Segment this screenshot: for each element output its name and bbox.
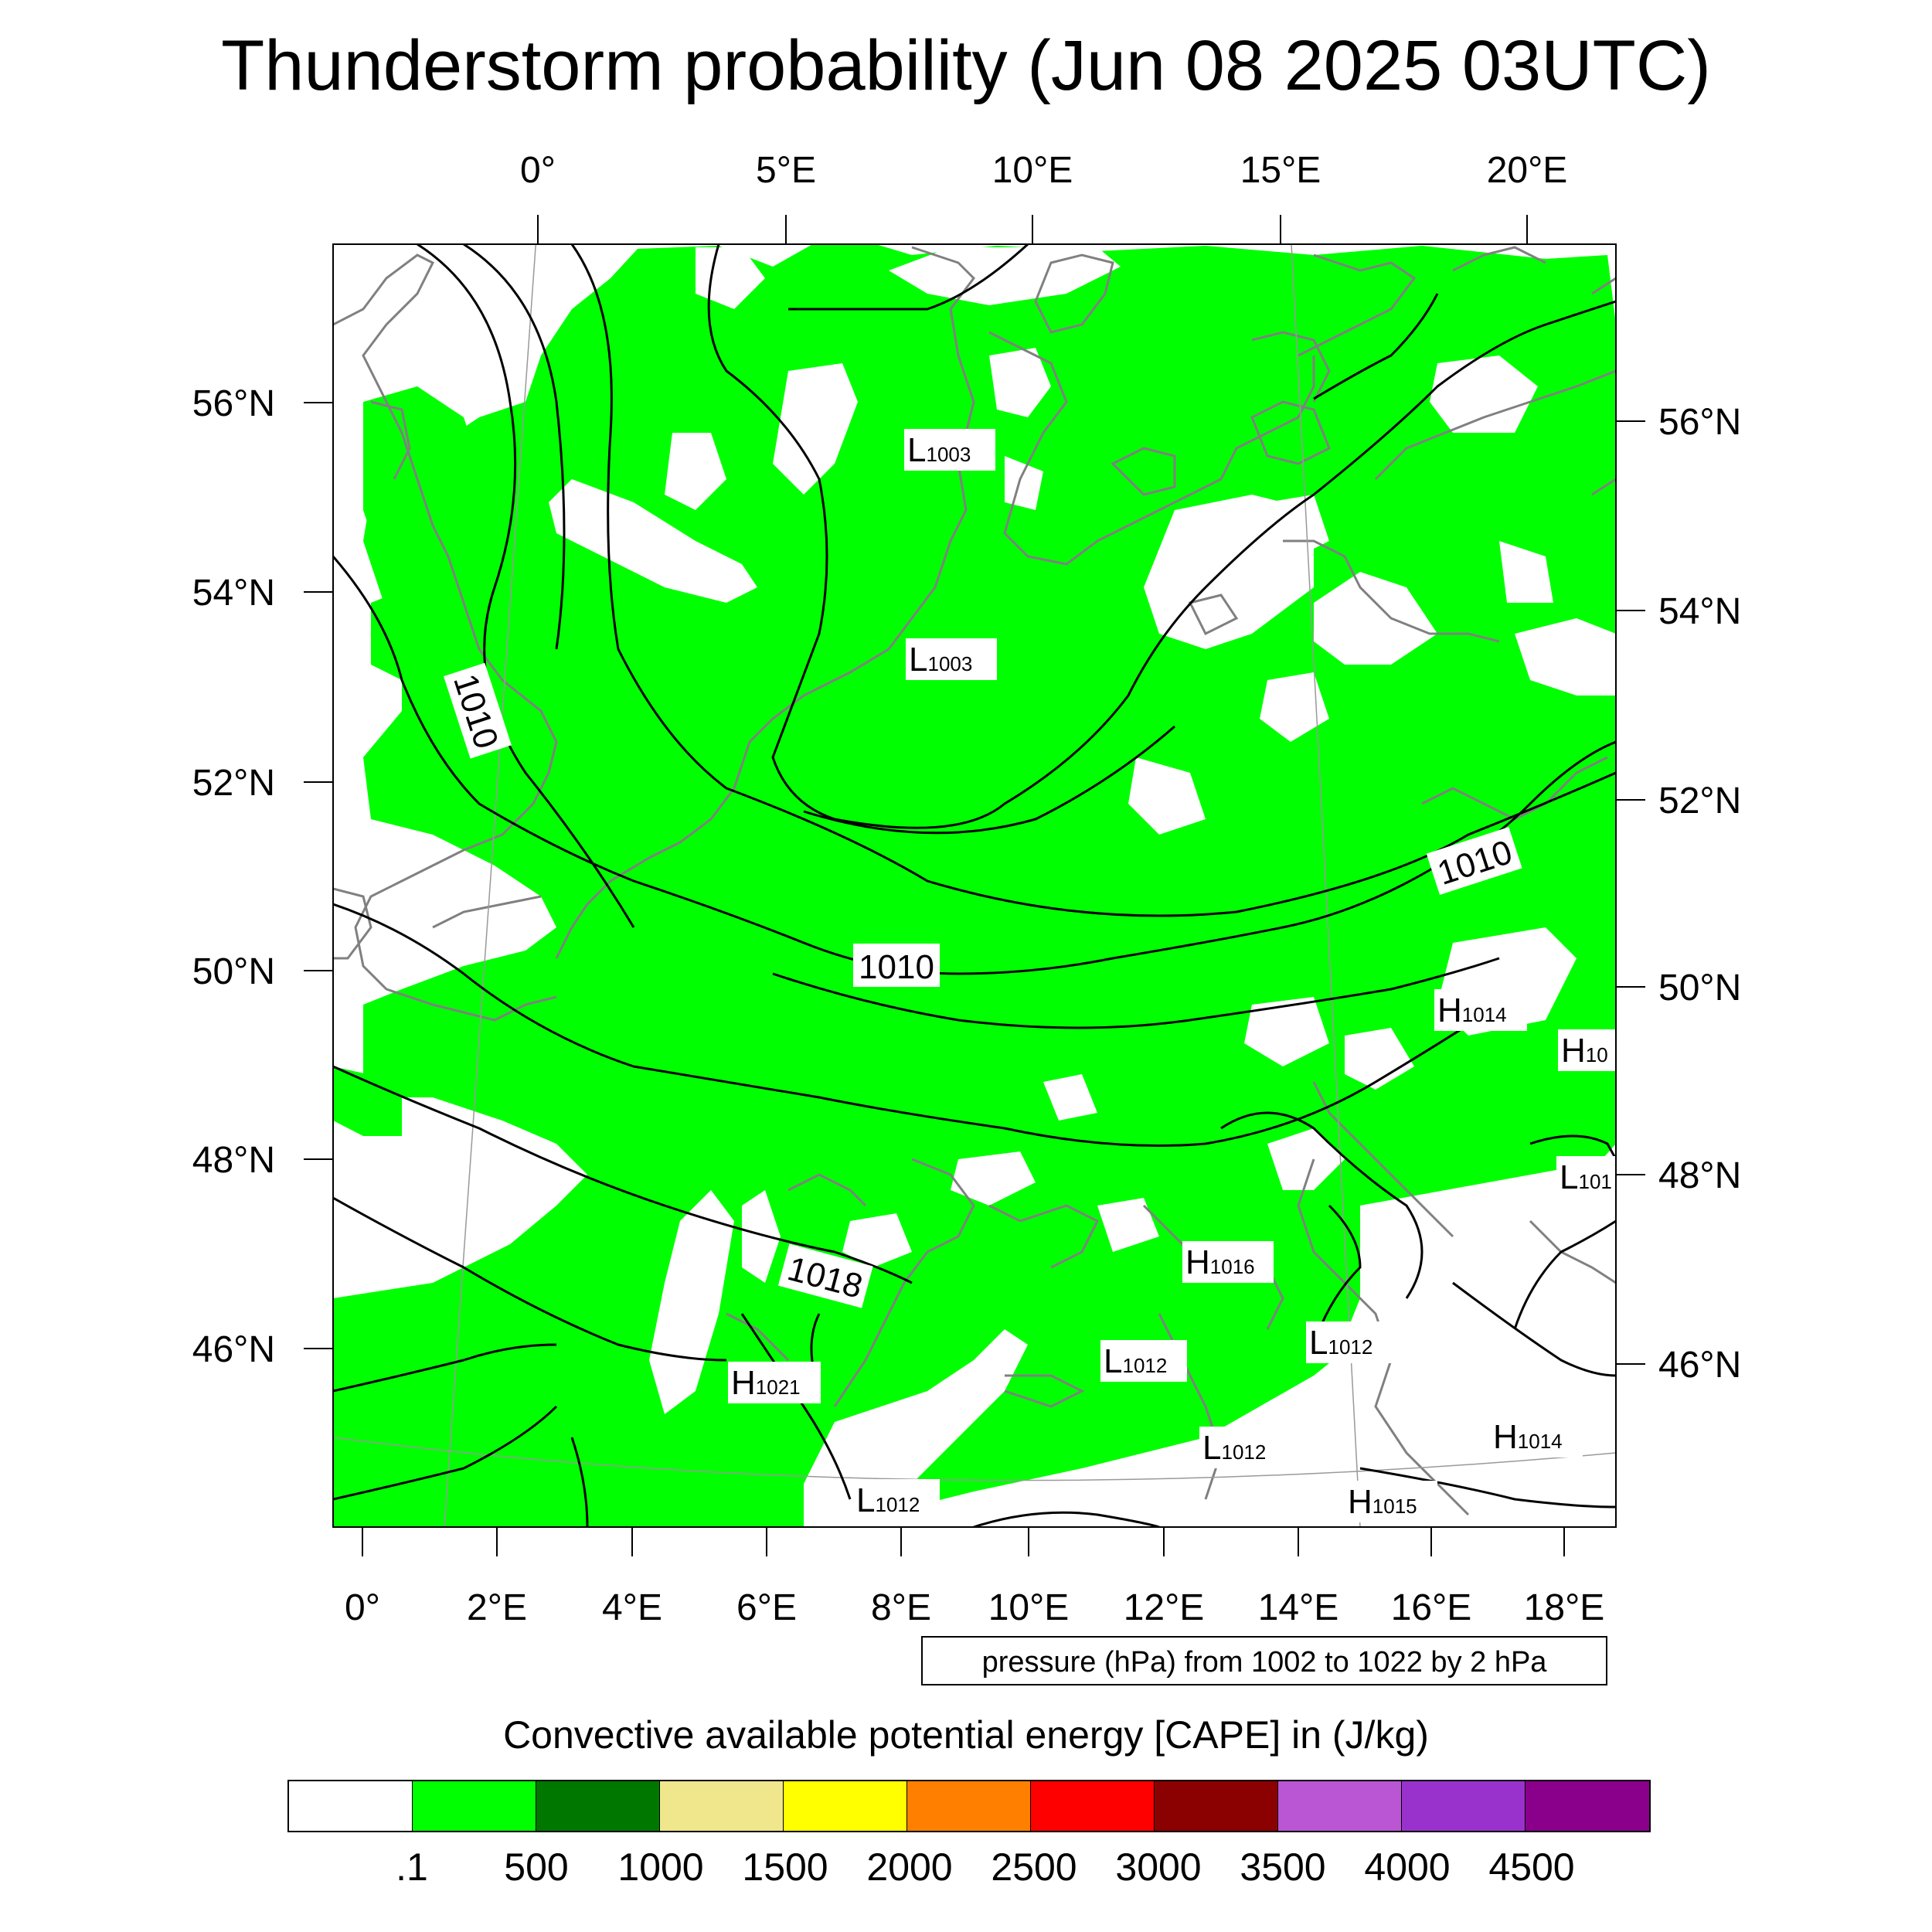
svg-text:L1003: L1003 — [907, 431, 971, 469]
svg-text:H1014: H1014 — [1437, 992, 1507, 1029]
coastlines — [333, 246, 1616, 1516]
colorbar-swatch — [1155, 1781, 1278, 1831]
svg-text:L101: L101 — [1560, 1158, 1612, 1196]
colorbar-swatch — [1031, 1781, 1155, 1831]
pressure-center: H1014 — [1490, 1416, 1583, 1458]
contour-labels: 1010 1010 1010 1018 — [444, 662, 1522, 1308]
lat-label: 46°N — [1658, 1345, 1741, 1386]
lat-label: 56°N — [192, 383, 275, 424]
svg-text:L1003: L1003 — [909, 641, 972, 679]
tick-marks — [304, 215, 1645, 1556]
colorbar-swatch — [1526, 1781, 1649, 1831]
colorbar-tick-label: 3500 — [1240, 1845, 1326, 1889]
pressure-center: L1012 — [1100, 1340, 1187, 1382]
colorbar-tick-label: 500 — [504, 1845, 569, 1889]
bottom-lon-labels: 0° 2°E 4°E 6°E 8°E 10°E 12°E 14°E 16°E 1… — [345, 1587, 1604, 1628]
lon-label: 10°E — [992, 150, 1073, 191]
pressure-center: L101 — [1556, 1156, 1616, 1198]
lon-label: 10°E — [988, 1587, 1070, 1628]
colorbar-tick-label: 4000 — [1364, 1845, 1451, 1889]
lon-label: 12°E — [1124, 1587, 1205, 1628]
lon-label: 2°E — [467, 1587, 527, 1628]
colorbar-swatch — [289, 1781, 413, 1831]
pressure-center: L1012 — [1199, 1427, 1286, 1468]
lat-label: 54°N — [1658, 591, 1741, 632]
lat-label: 50°N — [192, 951, 275, 992]
colorbar-title: Convective available potential energy [C… — [503, 1713, 1429, 1757]
pressure-center: H1016 — [1182, 1241, 1274, 1283]
pressure-center: L1003 — [906, 638, 997, 680]
lat-label: 52°N — [192, 763, 275, 804]
lon-label: 8°E — [871, 1587, 931, 1628]
colorbar — [287, 1780, 1651, 1832]
colorbar-tick-label: 4500 — [1488, 1845, 1575, 1889]
lon-label: 16°E — [1391, 1587, 1472, 1628]
lon-label: 15°E — [1240, 150, 1321, 191]
pressure-center: H1015 — [1345, 1481, 1437, 1522]
pressure-center: H1014 — [1434, 989, 1527, 1031]
lat-label: 48°N — [192, 1140, 275, 1181]
colorbar-swatch — [413, 1781, 536, 1831]
left-lat-labels: 56°N 54°N 52°N 50°N 48°N 46°N — [192, 383, 275, 1370]
pressure-center: H10 — [1558, 1029, 1616, 1071]
lat-label: 52°N — [1658, 781, 1741, 821]
pressure-center: L1012 — [1306, 1321, 1393, 1363]
colorbar-swatch — [660, 1781, 784, 1831]
lon-label: 0° — [345, 1587, 380, 1628]
lon-label: 4°E — [602, 1587, 662, 1628]
colorbar-tick-label: 1000 — [617, 1845, 704, 1889]
colorbar-tick-label: 1500 — [742, 1845, 828, 1889]
lon-label: 0° — [520, 150, 556, 191]
svg-text:H1016: H1016 — [1185, 1243, 1255, 1281]
lon-label: 6°E — [736, 1587, 797, 1628]
graticule — [333, 244, 1616, 1527]
svg-text:H1014: H1014 — [1493, 1418, 1563, 1456]
svg-text:H10: H10 — [1561, 1032, 1608, 1070]
svg-text:H1015: H1015 — [1348, 1483, 1417, 1521]
svg-text:L1012: L1012 — [1104, 1342, 1167, 1380]
lat-label: 46°N — [192, 1329, 275, 1370]
lat-label: 50°N — [1658, 968, 1741, 1009]
colorbar-tick-label: .1 — [396, 1845, 428, 1889]
lon-label: 14°E — [1258, 1587, 1339, 1628]
contour-label: 1010 — [859, 948, 934, 986]
colorbar-tick-label: 2000 — [866, 1845, 953, 1889]
lon-label: 20°E — [1487, 150, 1568, 191]
svg-text:L1012: L1012 — [1309, 1324, 1372, 1362]
map-panel: 1010 1010 1010 1018 L1003 L10 — [333, 244, 1616, 1527]
colorbar-swatch — [1402, 1781, 1526, 1831]
map-frame — [332, 243, 1617, 1528]
colorbar-swatch — [907, 1781, 1031, 1831]
lat-label: 54°N — [192, 573, 275, 614]
pressure-centers: L1003 L1003 H1014 H10 L101 H1016 — [728, 429, 1616, 1522]
pressure-center: L1003 — [904, 429, 995, 471]
pressure-info-box: pressure (hPa) from 1002 to 1022 by 2 hP… — [921, 1636, 1607, 1685]
lat-label: 56°N — [1658, 402, 1741, 443]
colorbar-tick-label: 2500 — [991, 1845, 1077, 1889]
svg-text:L1012: L1012 — [856, 1481, 920, 1519]
lon-label: 18°E — [1524, 1587, 1605, 1628]
lat-label: 48°N — [1658, 1155, 1741, 1196]
right-lat-labels: 56°N 54°N 52°N 50°N 48°N 46°N — [1658, 402, 1741, 1386]
top-lon-labels: 0° 5°E 10°E 15°E 20°E — [520, 150, 1567, 191]
pressure-center: H1021 — [728, 1362, 821, 1403]
lon-label: 5°E — [756, 150, 816, 191]
pressure-center: L1012 — [853, 1479, 940, 1521]
colorbar-tick-label: 3000 — [1115, 1845, 1202, 1889]
colorbar-swatch — [536, 1781, 660, 1831]
chart-title: Thunderstorm probability (Jun 08 2025 03… — [221, 26, 1711, 105]
svg-text:L1012: L1012 — [1202, 1429, 1266, 1467]
svg-text:H1021: H1021 — [731, 1364, 801, 1402]
colorbar-swatch — [784, 1781, 907, 1831]
colorbar-swatch — [1278, 1781, 1402, 1831]
